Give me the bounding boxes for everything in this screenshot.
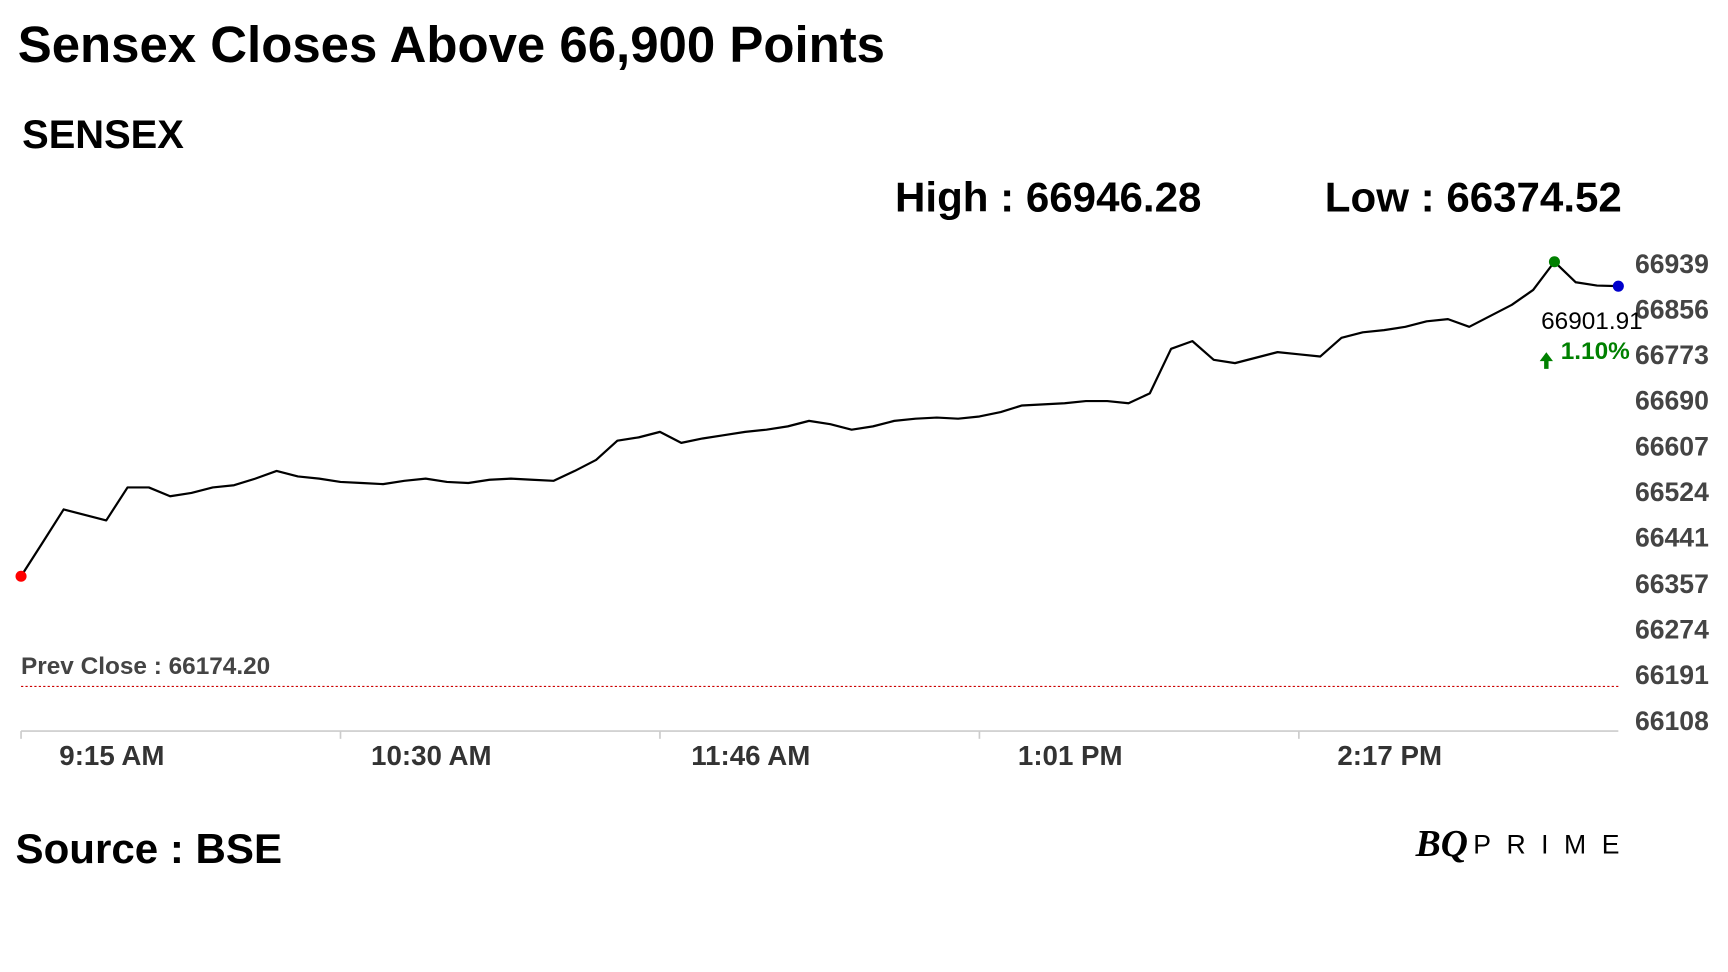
y-tick-label: 66856 [1635,294,1709,324]
x-tick-label: 10:30 AM [371,740,492,771]
change-label: 1.10% [1561,338,1630,365]
low-label: Low : 66374.52 [1325,174,1622,221]
end-marker [1612,280,1624,292]
logo-mark: BQ [1415,823,1468,865]
y-tick-label: 66274 [1635,615,1709,645]
y-tick-label: 66357 [1635,569,1709,599]
chart-title: Sensex Closes Above 66,900 Points [18,16,885,73]
y-tick-label: 66441 [1635,523,1709,553]
high-marker [1548,256,1560,268]
close-label: 66901.91 [1541,308,1643,335]
price-line [20,260,1619,577]
y-tick-label: 66607 [1635,431,1709,461]
logo-word: PRIME [1473,829,1635,859]
x-tick-label: 9:15 AM [59,740,164,771]
x-tick-label: 11:46 AM [691,740,810,771]
y-tick-label: 66773 [1635,340,1709,370]
source: Source : BSE [16,825,283,872]
y-tick-label: 66524 [1635,477,1709,507]
x-tick-label: 2:17 PM [1337,740,1442,771]
up-arrow [1539,352,1553,369]
chart-subtitle: SENSEX [22,113,184,157]
y-tick-label: 66690 [1635,386,1709,416]
y-tick-label: 66108 [1635,706,1709,736]
x-tick-label: 1:01 PM [1018,740,1123,771]
low-marker [15,570,27,582]
y-tick-label: 66191 [1635,660,1709,690]
high-label: High : 66946.28 [895,174,1201,221]
y-tick-label: 66939 [1635,249,1709,279]
prev-close-label: Prev Close : 66174.20 [21,653,270,680]
